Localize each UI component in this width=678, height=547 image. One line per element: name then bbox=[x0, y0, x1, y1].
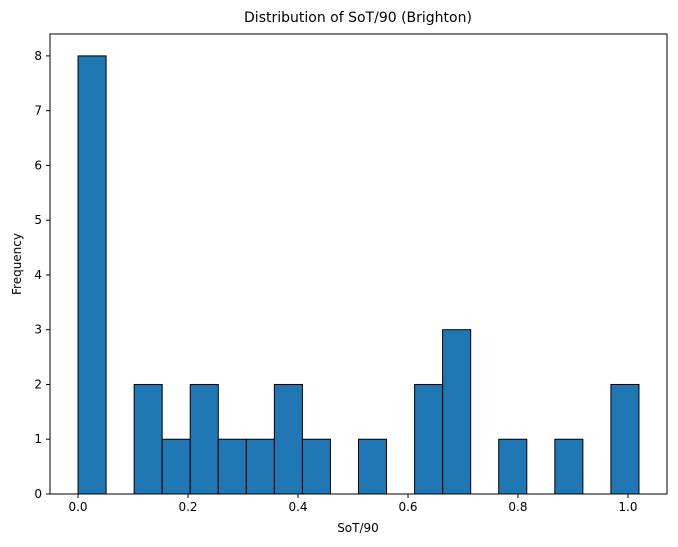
histogram-bar bbox=[273, 383, 303, 495]
y-axis-label: Frequency bbox=[10, 233, 24, 295]
y-tick-label: 2 bbox=[34, 377, 42, 391]
histogram-bar bbox=[442, 329, 472, 495]
histogram-bar bbox=[189, 383, 219, 495]
x-tick-label: 0.6 bbox=[398, 500, 417, 514]
x-tick-label: 0.0 bbox=[68, 500, 87, 514]
x-axis-label: SoT/90 bbox=[337, 521, 379, 535]
y-tick-label: 5 bbox=[34, 213, 42, 227]
histogram-bar bbox=[498, 438, 528, 495]
y-axis-ticks: 0 1 2 3 4 5 6 7 8 bbox=[34, 49, 50, 501]
histogram-bar bbox=[301, 438, 331, 495]
histogram-bar bbox=[610, 383, 640, 495]
x-tick-label: 1.0 bbox=[618, 500, 637, 514]
y-tick-label: 7 bbox=[34, 104, 42, 118]
y-tick-label: 0 bbox=[34, 487, 42, 501]
histogram-bar bbox=[245, 438, 275, 495]
histogram-bar bbox=[161, 438, 191, 495]
plot-area-frame bbox=[49, 33, 668, 495]
x-tick-label: 0.8 bbox=[508, 500, 527, 514]
histogram-bar bbox=[414, 383, 444, 495]
histogram-bar bbox=[217, 438, 247, 495]
y-tick-label: 8 bbox=[34, 49, 42, 63]
bars-group bbox=[77, 55, 640, 495]
chart-title: Distribution of SoT/90 (Brighton) bbox=[244, 10, 472, 26]
histogram-bar bbox=[554, 438, 584, 495]
histogram-bar bbox=[77, 55, 107, 495]
y-tick-label: 4 bbox=[34, 268, 42, 282]
histogram-bar bbox=[133, 383, 163, 495]
x-axis-ticks: 0.0 0.2 0.4 0.6 0.8 1.0 bbox=[68, 494, 638, 514]
x-tick-label: 0.2 bbox=[178, 500, 197, 514]
histogram-bar bbox=[358, 438, 388, 495]
y-tick-label: 3 bbox=[34, 323, 42, 337]
y-tick-label: 6 bbox=[34, 158, 42, 172]
y-tick-label: 1 bbox=[34, 432, 42, 446]
x-tick-label: 0.4 bbox=[288, 500, 307, 514]
